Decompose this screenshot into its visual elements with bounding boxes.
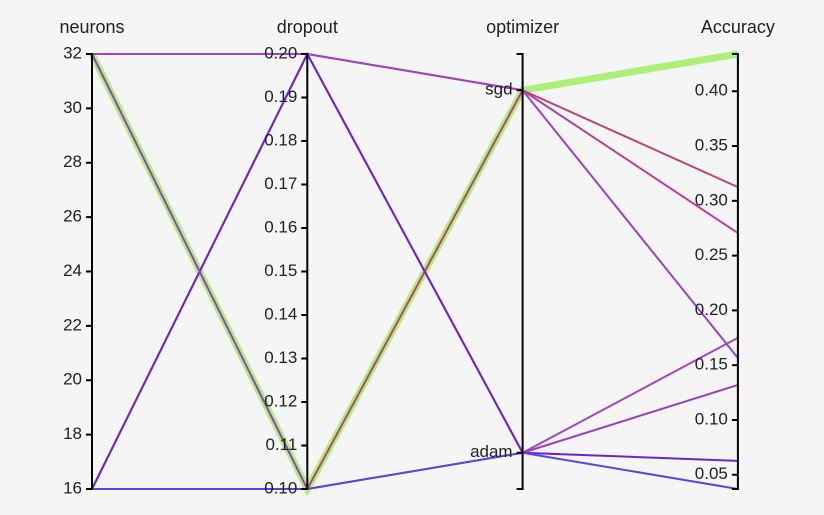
tick-label: 0.40 — [695, 81, 728, 100]
tick-label: 0.14 — [264, 304, 297, 323]
axis-title: neurons — [59, 17, 124, 37]
axis-title: Accuracy — [701, 17, 775, 37]
tick-label: 0.20 — [264, 43, 297, 62]
tick-label: 0.20 — [695, 300, 728, 319]
axis-title: optimizer — [486, 17, 559, 37]
tick-label: 0.19 — [264, 87, 297, 106]
tick-label: adam — [470, 442, 513, 461]
tick-label: 0.10 — [264, 478, 297, 497]
tick-label: 26 — [63, 207, 82, 226]
tick-label: 0.35 — [695, 136, 728, 155]
tick-label: 0.12 — [264, 391, 297, 410]
tick-label: 16 — [63, 478, 82, 497]
run-line — [91, 51, 738, 490]
tick-label: 0.11 — [265, 435, 297, 454]
highlight-line — [88, 50, 739, 497]
tick-label: 0.05 — [695, 464, 728, 483]
run-line — [92, 88, 739, 490]
tick-label: 20 — [63, 370, 82, 389]
tick-label: 0.18 — [264, 130, 297, 149]
tick-label: sgd — [485, 80, 512, 99]
axis-line — [516, 53, 524, 490]
tick-label: 0.15 — [264, 261, 297, 280]
tick-label: 30 — [63, 98, 82, 117]
tick-label: 0.13 — [264, 348, 297, 367]
tick-label: 0.10 — [695, 409, 728, 428]
axis-line — [731, 53, 739, 490]
tick-label: 24 — [63, 261, 82, 280]
tick-label: 18 — [63, 424, 82, 443]
tick-label: 0.15 — [695, 355, 728, 374]
tick-label: 32 — [63, 43, 82, 62]
tick-label: 0.30 — [695, 190, 728, 209]
run-line — [91, 52, 739, 490]
tick-label: 28 — [63, 152, 82, 171]
tick-label: 22 — [63, 315, 82, 334]
tick-label: 0.17 — [264, 174, 297, 193]
run-line — [92, 451, 739, 490]
axis-title: dropout — [277, 17, 338, 37]
tick-label: 0.16 — [264, 217, 297, 236]
tick-label: 0.25 — [695, 245, 728, 264]
run-line — [91, 53, 739, 491]
